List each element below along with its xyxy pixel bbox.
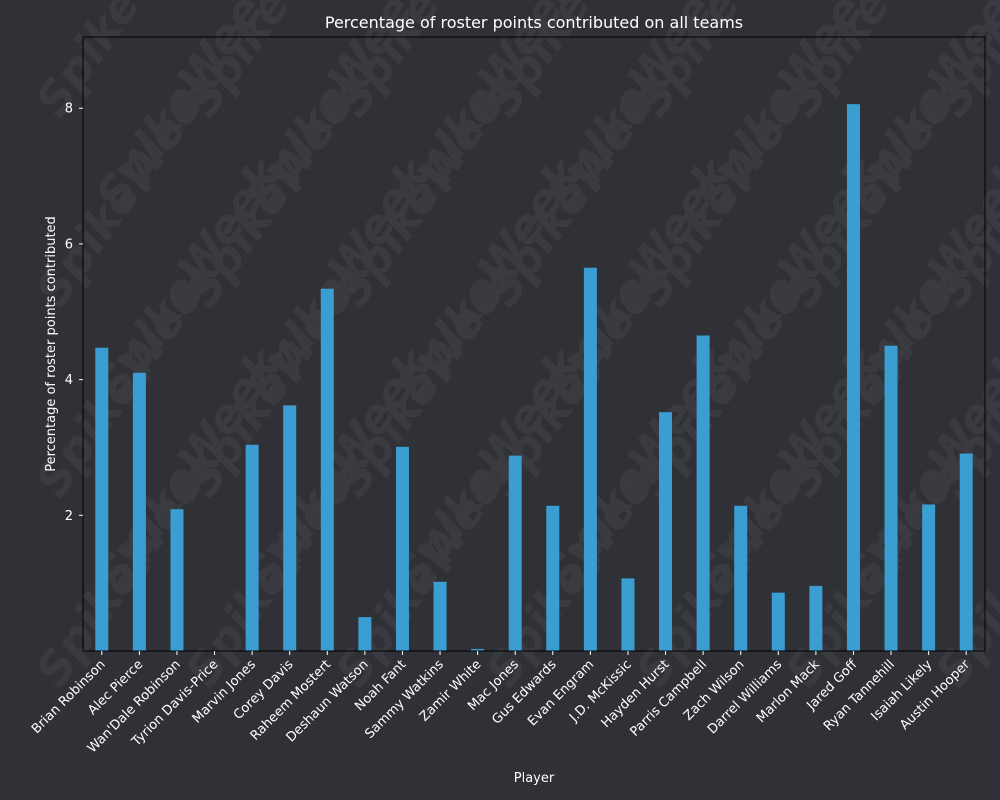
bars [95,104,973,652]
bar [546,505,560,651]
bar [471,648,485,651]
bar [508,455,522,651]
bar [846,104,860,652]
bar [959,453,973,651]
bar [659,412,673,651]
bar [320,288,334,651]
y-tick-label: 4 [65,373,73,388]
y-tick-label: 2 [65,509,73,524]
chart-title: Percentage of roster points contributed … [325,13,743,32]
bar [621,578,635,651]
bar [696,335,710,651]
bar [922,504,936,651]
bar [884,345,898,651]
bar [358,617,372,651]
bar [283,405,297,651]
y-axis: 2 4 6 8 [65,102,83,524]
bar [734,505,748,651]
bar [95,347,109,651]
bar [433,581,447,651]
plot-frame [82,36,986,652]
bar [395,446,409,651]
bar [809,585,823,651]
bar [132,372,146,651]
bar [245,444,259,651]
x-axis-label: Player [514,771,555,786]
y-tick-label: 8 [65,102,73,117]
y-axis-label: Percentage of roster points contributed [44,216,59,472]
bar [170,509,184,651]
y-tick-label: 6 [65,237,73,252]
bar [771,592,785,651]
bar [583,267,597,651]
